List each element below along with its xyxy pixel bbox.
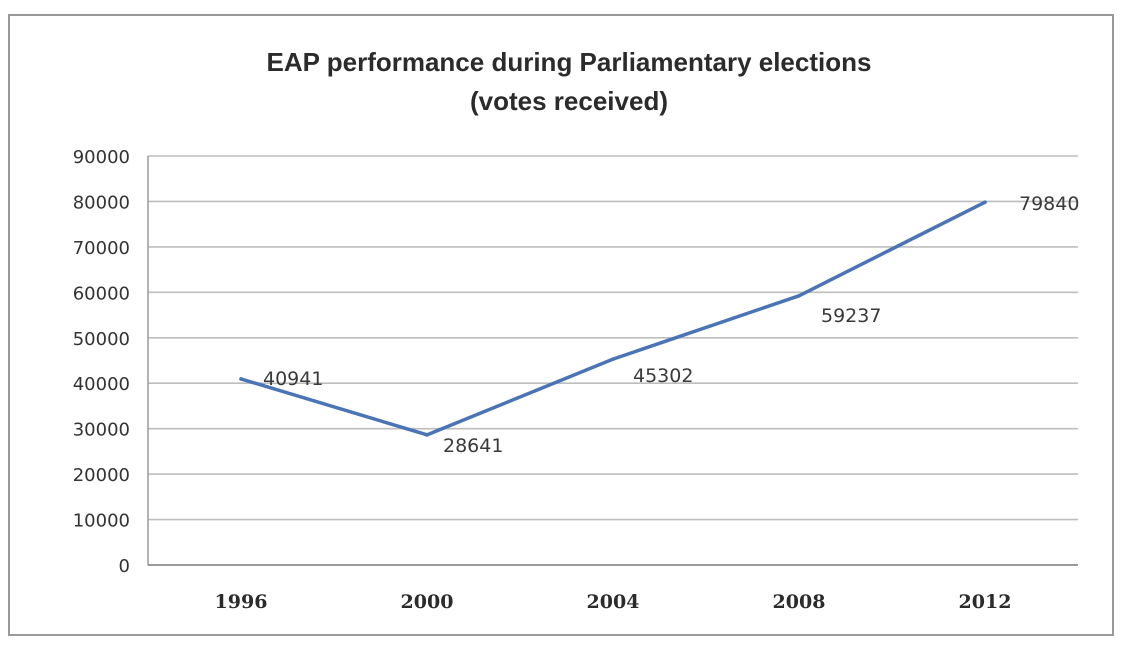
data-point bbox=[983, 200, 987, 204]
data-labels: 40941 28641 45302 59237 79840 bbox=[263, 193, 1079, 457]
x-tick-label: 2012 bbox=[959, 591, 1012, 613]
y-tick-label: 90000 bbox=[73, 147, 130, 168]
chart-title-line-2: (votes received) bbox=[470, 86, 668, 116]
data-label: 40941 bbox=[263, 368, 323, 390]
chart-title: EAP performance during Parliamentary ele… bbox=[267, 47, 872, 116]
y-tick-label: 30000 bbox=[73, 420, 130, 441]
series-line-segment bbox=[797, 200, 987, 298]
x-tick-label: 2000 bbox=[401, 591, 454, 613]
chart-title-line-1: EAP performance during Parliamentary ele… bbox=[267, 47, 872, 77]
series-line-segment bbox=[239, 377, 429, 437]
data-label: 28641 bbox=[443, 435, 503, 457]
y-tick-label: 70000 bbox=[73, 238, 130, 259]
x-tick-label: 1996 bbox=[215, 591, 268, 613]
data-point bbox=[611, 357, 615, 361]
y-tick-label: 20000 bbox=[73, 465, 130, 486]
series-layer bbox=[239, 200, 987, 437]
y-tick-label: 80000 bbox=[73, 192, 130, 213]
data-point bbox=[425, 433, 429, 437]
data-label: 45302 bbox=[633, 365, 693, 387]
chart-frame bbox=[8, 14, 1114, 636]
y-tick-label: 50000 bbox=[73, 329, 130, 350]
x-tick-label: 2004 bbox=[587, 591, 640, 613]
data-label: 79840 bbox=[1019, 193, 1079, 215]
y-tick-label: 40000 bbox=[73, 374, 130, 395]
x-axis-ticks: 1996 2000 2004 2008 2012 bbox=[215, 591, 1012, 613]
data-point bbox=[239, 377, 243, 381]
y-tick-label: 0 bbox=[119, 556, 130, 577]
gridlines bbox=[147, 155, 1078, 566]
y-tick-label: 10000 bbox=[73, 511, 130, 532]
data-point bbox=[797, 294, 801, 298]
y-axis-ticks: 0 10000 20000 30000 40000 50000 60000 70000 8000… bbox=[73, 147, 130, 577]
y-tick-label: 60000 bbox=[73, 283, 130, 304]
series-line-segment bbox=[611, 294, 801, 361]
x-tick-label: 2008 bbox=[773, 591, 826, 613]
series-line-segment bbox=[425, 357, 615, 437]
data-label: 59237 bbox=[821, 305, 881, 327]
